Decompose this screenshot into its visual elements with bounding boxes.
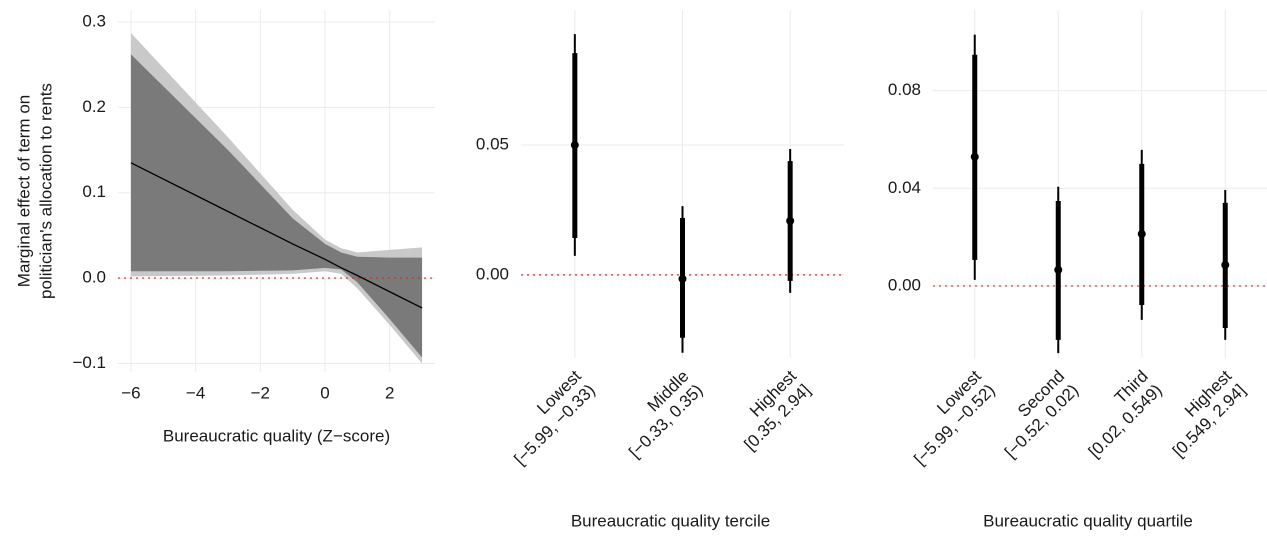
estimate-point [570,141,579,150]
x-axis-title: Bureaucratic quality tercile [571,511,770,530]
y-tick-label: 0.2 [82,97,106,116]
y-tick-label: 0.1 [82,182,106,201]
y-axis-title: politician's allocation to rents [36,83,55,299]
x-tick-label: 0 [320,383,329,402]
y-tick-label: 0.00 [476,264,509,283]
estimate-point [970,152,979,161]
estimate-point [1221,260,1230,269]
y-tick-label: 0.08 [888,80,921,99]
x-tick-label: 2 [385,383,394,402]
estimate-line [130,162,423,309]
y-tick-label: 0.04 [888,178,921,197]
x-axis-title: Bureaucratic quality quartile [983,511,1193,530]
confidence-band [130,54,423,358]
y-tick-label: −0.1 [72,353,106,372]
y-tick-label: 0.3 [82,11,106,30]
x-tick-label: −2 [251,383,270,402]
estimate-point [1137,229,1146,238]
y-tick-label: 0.0 [82,268,106,287]
estimate-point [786,216,795,225]
x-tick-label: −6 [121,383,140,402]
x-axis-title: Bureaucratic quality (Z−score) [163,426,390,445]
estimate-point [678,274,687,283]
y-tick-label: 0.00 [888,275,921,294]
x-tick-label: −4 [186,383,205,402]
y-axis-title: Marginal effect of term on [14,95,33,287]
y-tick-label: 0.05 [476,135,509,154]
estimate-point [1054,265,1063,274]
confidence-band [130,33,423,364]
